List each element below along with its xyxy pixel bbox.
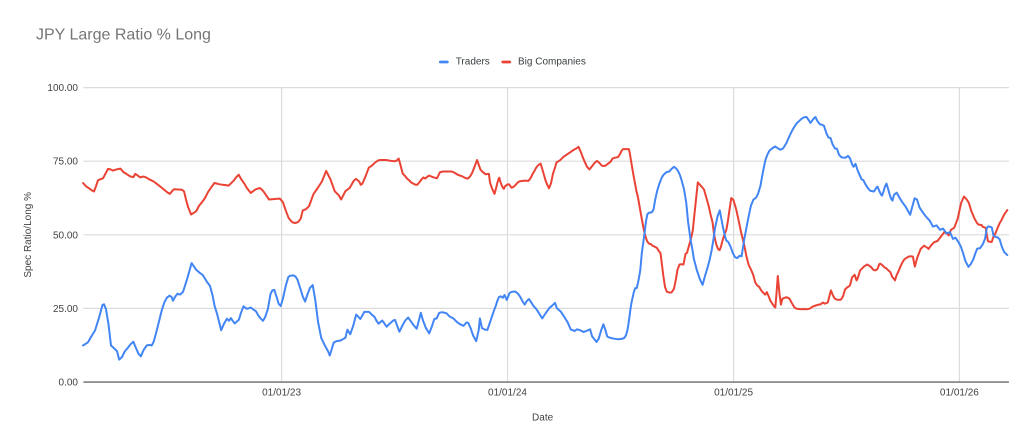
svg-text:Date: Date	[532, 413, 554, 424]
svg-text:25.00: 25.00	[53, 304, 78, 315]
svg-text:50.00: 50.00	[53, 230, 78, 241]
svg-text:100.00: 100.00	[47, 83, 78, 94]
svg-text:JPY Large Ratio % Long: JPY Large Ratio % Long	[36, 27, 211, 44]
svg-text:01/01/25: 01/01/25	[714, 388, 753, 399]
svg-text:Spec Ratio/Long %: Spec Ratio/Long %	[23, 192, 34, 278]
svg-text:Traders: Traders	[456, 57, 490, 68]
svg-text:0.00: 0.00	[59, 378, 79, 389]
svg-text:01/01/24: 01/01/24	[488, 388, 527, 399]
svg-text:01/01/23: 01/01/23	[262, 388, 301, 399]
svg-text:75.00: 75.00	[53, 157, 78, 168]
svg-text:Big Companies: Big Companies	[518, 57, 586, 68]
svg-text:01/01/26: 01/01/26	[940, 388, 979, 399]
